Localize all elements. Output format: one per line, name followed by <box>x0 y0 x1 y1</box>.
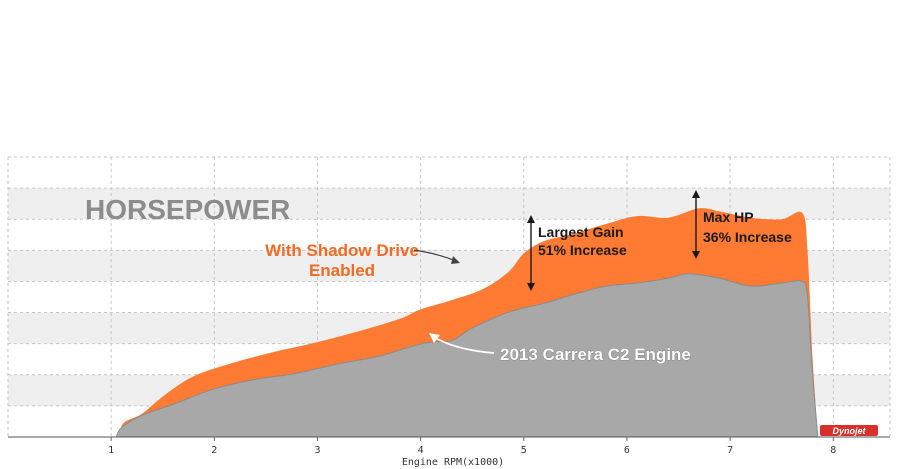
x-tick-label: 7 <box>727 445 733 456</box>
series-area-stock-engine <box>116 273 818 437</box>
x-tick-label: 2 <box>211 445 217 456</box>
max-hp-marker <box>692 190 700 259</box>
largest-gain-line2: 51% Increase <box>538 242 627 258</box>
shadow-drive-label-line1: With Shadow Drive <box>265 241 419 260</box>
series-line-stock-engine <box>115 273 819 438</box>
dynojet-logo: Dynojet <box>820 425 878 436</box>
largest-gain-marker <box>527 215 535 291</box>
svg-text:Dynojet: Dynojet <box>832 426 866 436</box>
x-tick-label: 4 <box>418 445 424 456</box>
x-tick-label: 6 <box>624 445 630 456</box>
max-hp-line1: Max HP <box>703 209 754 225</box>
shadow-drive-pointer-arrowhead <box>451 256 460 264</box>
x-tick-label: 5 <box>521 445 527 456</box>
stock-engine-pointer-arrowhead <box>429 333 440 343</box>
largest-gain-line1: Largest Gain <box>538 224 624 240</box>
max-hp-line2: 36% Increase <box>703 229 792 245</box>
stock-engine-label: 2013 Carrera C2 Engine <box>500 345 691 364</box>
grid-band <box>8 188 890 220</box>
chart-title: HORSEPOWER <box>85 194 290 225</box>
x-axis-title: Engine RPM(x1000) <box>402 457 504 468</box>
x-tick-label: 1 <box>108 445 114 456</box>
x-tick-label: 3 <box>314 445 320 456</box>
x-tick-label: 8 <box>830 445 836 456</box>
shadow-drive-label-line2: Enabled <box>309 261 375 280</box>
x-tick-marks: 1 2 3 4 5 6 7 8 <box>108 437 836 456</box>
